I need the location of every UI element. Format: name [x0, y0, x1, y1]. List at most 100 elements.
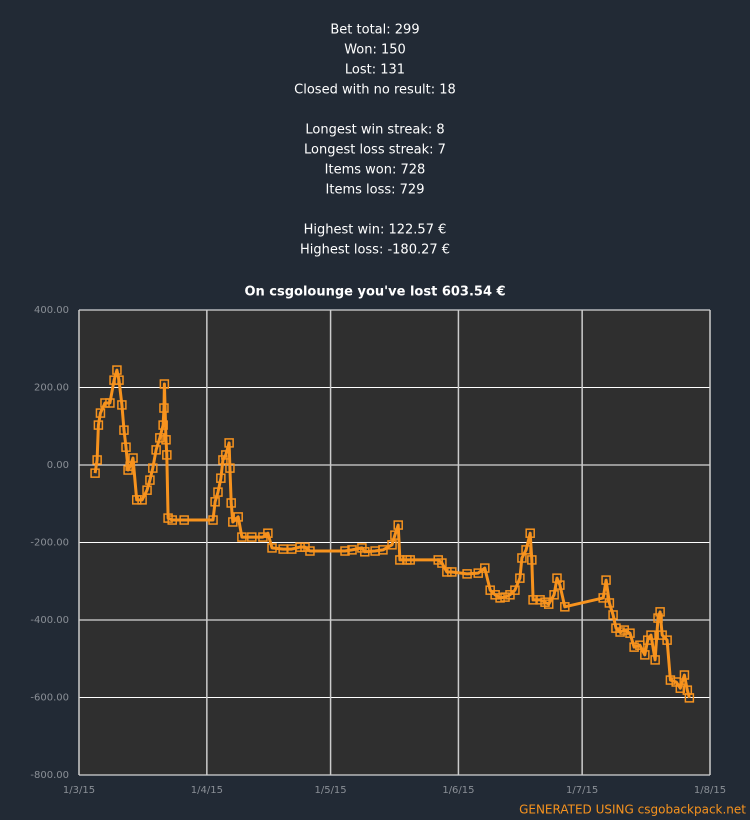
data-point: [635, 640, 645, 650]
data-point: [267, 543, 277, 553]
data-point: [360, 547, 370, 557]
data-point: [480, 563, 490, 573]
data-point: [100, 398, 110, 408]
data-point: [625, 628, 635, 638]
data-point: [390, 530, 400, 540]
data-point: [208, 515, 218, 525]
data-point: [105, 398, 115, 408]
data-point: [560, 602, 570, 612]
data-point: [224, 438, 234, 448]
data-point: [629, 642, 639, 652]
y-tick-label: -600.00: [30, 693, 69, 704]
data-point: [447, 567, 457, 577]
data-point: [216, 473, 226, 483]
stat-line: Highest win: 122.57 €: [304, 223, 447, 238]
data-point: [653, 613, 663, 623]
data-point: [119, 425, 129, 435]
stat-line: Closed with no result: 18: [294, 83, 456, 98]
data-point: [500, 592, 510, 602]
data-point: [210, 497, 220, 507]
data-point: [655, 607, 665, 617]
data-point: [495, 593, 505, 603]
data-point: [393, 520, 403, 530]
x-tick-label: 1/7/15: [566, 785, 598, 796]
data-point: [159, 403, 169, 413]
x-tick-label: 1/5/15: [314, 785, 346, 796]
x-tick-label: 1/4/15: [191, 785, 223, 796]
data-point: [528, 595, 538, 605]
data-point: [151, 445, 161, 455]
data-point: [148, 463, 158, 473]
data-point: [90, 468, 100, 478]
data-point: [521, 545, 531, 555]
data-point: [218, 455, 228, 465]
data-point: [510, 585, 520, 595]
stat-line: Bet total: 299: [330, 23, 419, 38]
y-tick-label: -400.00: [30, 615, 69, 626]
data-point: [95, 408, 106, 418]
data-point: [158, 420, 168, 430]
stat-line: Lost: 131: [345, 63, 405, 78]
data-point: [295, 542, 305, 552]
data-point: [640, 650, 650, 660]
data-point: [378, 545, 388, 555]
x-tick-label: 1/8/15: [694, 785, 726, 796]
data-point: [162, 450, 172, 460]
data-point: [131, 495, 142, 505]
data-point: [114, 375, 124, 385]
data-point: [121, 442, 131, 452]
data-point: [237, 532, 247, 542]
data-point: [221, 450, 231, 460]
data-point: [228, 517, 238, 527]
data-point: [608, 610, 618, 620]
data-point: [490, 590, 500, 600]
stat-line: Highest loss: -180.27 €: [300, 243, 450, 258]
data-point: [155, 433, 165, 443]
data-point: [650, 655, 660, 665]
data-point: [233, 512, 243, 522]
data-point: [619, 625, 629, 635]
data-point: [145, 475, 155, 485]
data-point: [225, 463, 235, 473]
data-point: [305, 546, 315, 556]
data-point: [347, 545, 357, 555]
x-tick-label: 1/3/15: [63, 785, 95, 796]
y-tick-label: -800.00: [30, 770, 69, 781]
stat-line: Longest loss streak: 7: [304, 143, 446, 158]
data-point: [226, 498, 236, 508]
data-point: [142, 485, 152, 495]
data-point: [552, 573, 562, 583]
data-point: [684, 693, 695, 703]
chart-title: On csgolounge you've lost 603.54 €: [244, 285, 505, 300]
data-point: [437, 558, 447, 568]
data-point: [646, 630, 656, 640]
data-point: [387, 540, 397, 550]
data-point: [598, 593, 608, 603]
stat-line: Items loss: 729: [326, 183, 425, 198]
data-point: [657, 630, 667, 640]
data-point: [263, 528, 273, 538]
data-point: [601, 575, 611, 585]
data-point: [473, 568, 483, 578]
y-tick-label: 200.00: [34, 383, 69, 394]
data-point: [604, 598, 615, 608]
y-tick-label: -200.00: [30, 538, 69, 549]
data-point: [128, 453, 138, 463]
data-point: [442, 567, 452, 577]
y-tick-label: 0.00: [47, 460, 69, 471]
data-point: [109, 375, 119, 385]
data-point: [167, 515, 177, 525]
data-point: [179, 515, 189, 525]
data-point: [543, 599, 554, 609]
x-tick-label: 1/6/15: [442, 785, 474, 796]
data-point: [515, 573, 525, 583]
data-point: [525, 528, 535, 538]
y-tick-label: 400.00: [34, 305, 69, 316]
data-point: [137, 495, 147, 505]
data-point: [665, 675, 676, 685]
data-point: [247, 532, 257, 542]
data-point: [555, 580, 565, 590]
data-point: [462, 569, 472, 579]
data-point: [395, 555, 405, 565]
